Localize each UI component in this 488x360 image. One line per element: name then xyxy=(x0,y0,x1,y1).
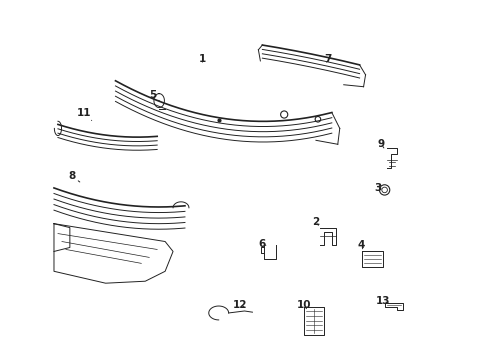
Text: 10: 10 xyxy=(296,300,311,310)
Text: 12: 12 xyxy=(233,300,247,310)
Text: 6: 6 xyxy=(258,239,265,248)
Text: 13: 13 xyxy=(375,296,390,306)
Text: 9: 9 xyxy=(377,139,384,149)
Text: 7: 7 xyxy=(324,54,331,64)
Text: 3: 3 xyxy=(373,183,380,193)
Text: 8: 8 xyxy=(68,171,80,182)
Text: 11: 11 xyxy=(76,108,92,121)
Text: 5: 5 xyxy=(148,90,159,100)
Text: 2: 2 xyxy=(312,217,319,227)
Text: 4: 4 xyxy=(357,240,365,251)
Text: 1: 1 xyxy=(199,54,206,64)
